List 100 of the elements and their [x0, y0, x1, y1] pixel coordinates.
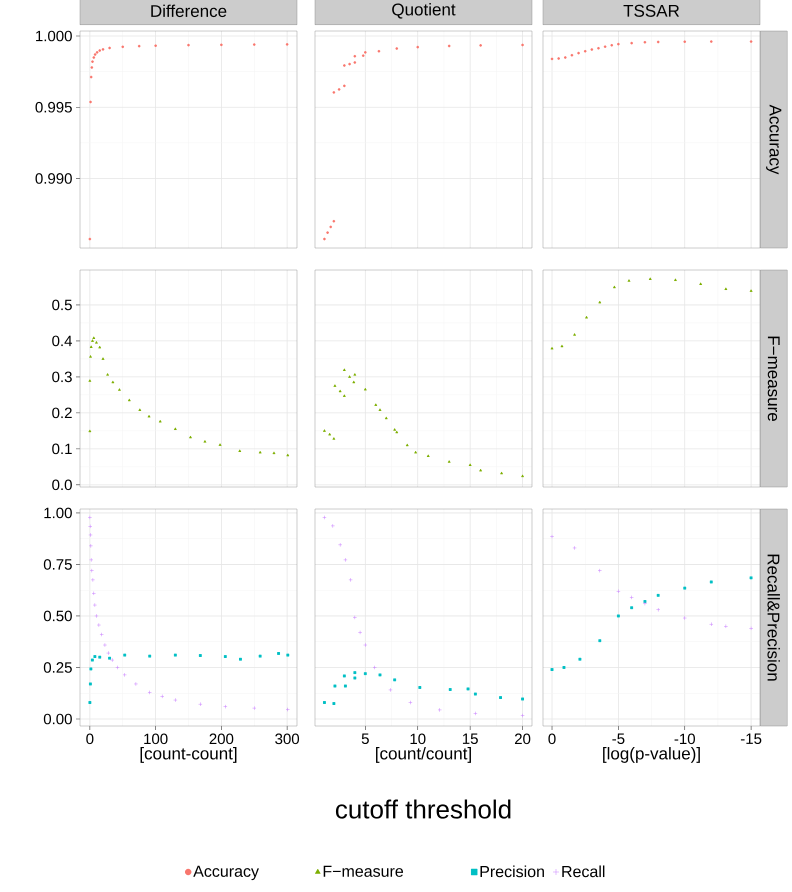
point [724, 624, 728, 628]
point [344, 684, 347, 688]
text: cutoff threshold [336, 800, 510, 819]
point [395, 47, 398, 50]
point [322, 515, 326, 520]
point [616, 589, 620, 594]
point [384, 416, 388, 420]
x-tick-label: 0 [548, 734, 556, 744]
point [198, 702, 202, 706]
point [238, 658, 242, 661]
point [220, 43, 223, 46]
point [378, 50, 380, 53]
point [364, 388, 367, 390]
point [630, 595, 634, 600]
point [448, 460, 451, 463]
point [106, 373, 110, 376]
point [499, 696, 502, 700]
point [148, 690, 152, 694]
point [426, 454, 430, 458]
point [94, 341, 98, 344]
point [277, 652, 280, 655]
point [342, 368, 346, 371]
x-tick-label: 20 [514, 734, 530, 744]
point [88, 379, 92, 382]
point [323, 238, 326, 240]
x-axis-title: [count-count] [140, 747, 236, 763]
x-tick-label: 5 [362, 734, 369, 744]
point [122, 672, 127, 677]
point [238, 449, 242, 452]
point [173, 698, 178, 702]
y-tick-label: 1.000 [36, 30, 72, 42]
point [674, 278, 677, 282]
x-tick-label: 100 [144, 734, 168, 744]
point [338, 390, 342, 392]
point [343, 64, 346, 67]
point [372, 665, 377, 670]
point [286, 43, 288, 46]
legend-label: Recall [562, 865, 604, 878]
point [642, 602, 647, 606]
chart-title: TSSAR [624, 4, 680, 17]
point [352, 615, 357, 620]
point [353, 54, 356, 58]
point [343, 558, 348, 562]
point [724, 287, 728, 290]
point [466, 687, 470, 690]
point [90, 658, 94, 662]
point [564, 56, 567, 59]
point [406, 444, 409, 446]
point [100, 632, 104, 637]
point [148, 654, 152, 658]
point [91, 60, 94, 63]
point [710, 40, 713, 43]
y-tick-label: 0.995 [36, 102, 72, 113]
point [750, 40, 752, 43]
point [378, 673, 382, 676]
point [92, 56, 96, 59]
point [468, 463, 472, 466]
point [96, 51, 98, 54]
point [572, 546, 577, 550]
point [520, 713, 525, 718]
point [223, 704, 228, 709]
point [338, 88, 340, 91]
point [286, 707, 290, 712]
point [364, 51, 367, 54]
point [479, 468, 482, 472]
y-tick-label: 0.990 [36, 173, 72, 184]
point [92, 336, 96, 339]
point [98, 346, 102, 348]
point [92, 602, 97, 608]
x-tick-label: 10 [410, 734, 426, 744]
point [610, 44, 614, 47]
point [111, 380, 114, 384]
y-tick-label: 0.25 [44, 662, 72, 673]
point [102, 357, 104, 360]
point [352, 380, 356, 384]
point [123, 654, 126, 657]
point [90, 568, 94, 573]
point [710, 580, 713, 584]
y-tick-label: 0.75 [44, 559, 72, 570]
point [148, 414, 151, 418]
x-tick-label: 0 [86, 734, 94, 744]
point [98, 656, 102, 659]
point [709, 622, 714, 626]
point [378, 408, 382, 411]
point [682, 616, 687, 620]
point [414, 450, 418, 454]
point [138, 408, 142, 411]
point [98, 49, 102, 52]
point [521, 44, 524, 46]
legend-label: Accuracy [193, 866, 259, 880]
point [187, 44, 190, 46]
point [108, 46, 111, 50]
point [88, 532, 93, 538]
point [286, 454, 290, 456]
point [364, 672, 367, 676]
point [438, 708, 442, 712]
x-tick-label: 200 [210, 734, 234, 744]
point [102, 642, 107, 648]
point [418, 686, 422, 689]
point [333, 684, 336, 688]
